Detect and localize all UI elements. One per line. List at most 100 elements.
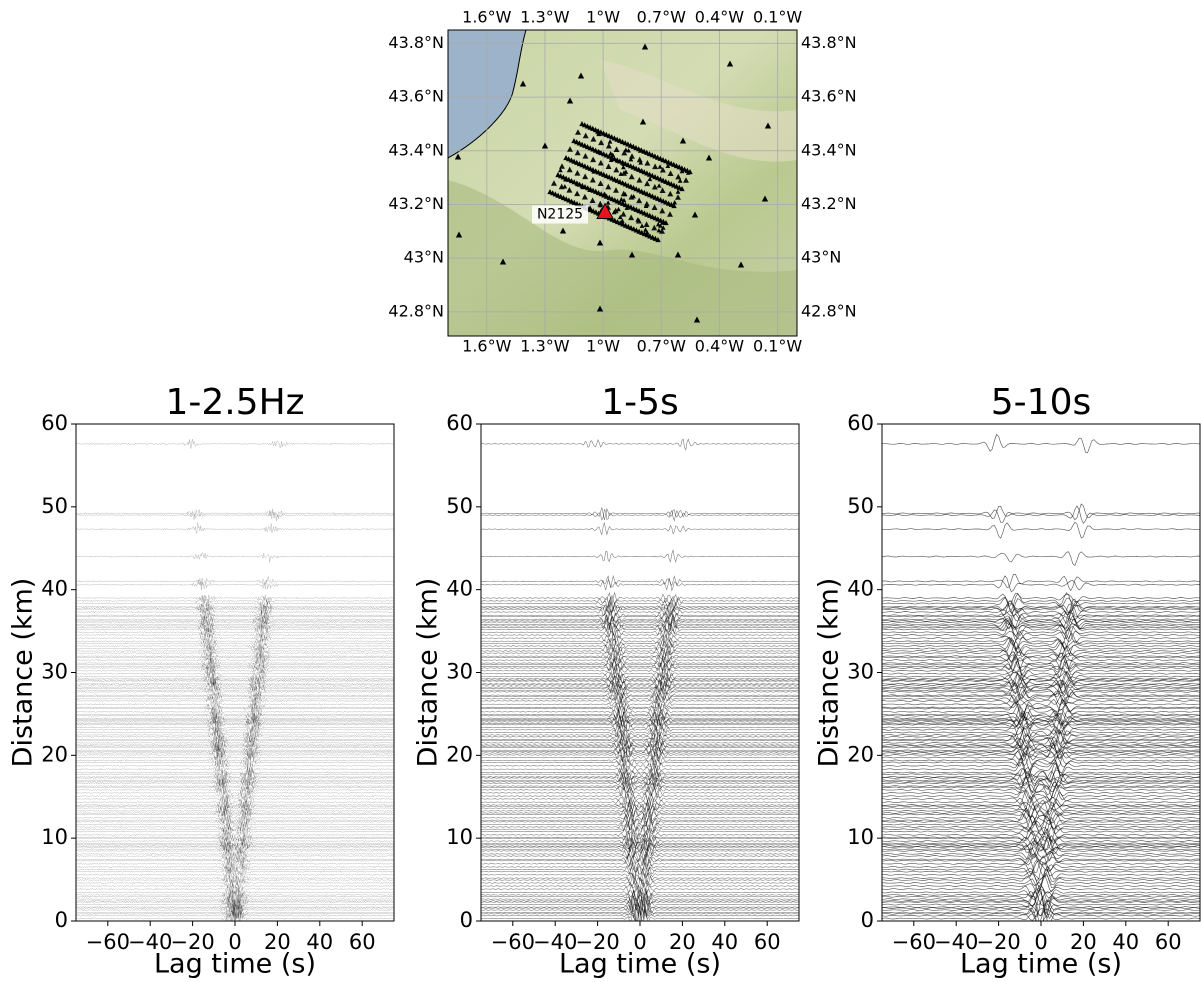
map-x-tick-label: 1.3°W	[520, 8, 569, 27]
source-station	[596, 202, 614, 220]
x-tick-label: −60	[491, 930, 535, 954]
trace	[481, 742, 799, 753]
trace	[882, 679, 1200, 700]
trace	[76, 844, 394, 855]
y-tick-label: 0	[861, 908, 874, 932]
trace	[882, 679, 1200, 697]
trace	[481, 890, 799, 911]
trace	[76, 685, 394, 697]
station	[659, 207, 666, 214]
trace	[481, 904, 799, 921]
trace	[882, 689, 1200, 704]
map-y-tick-label: 42.8°N	[388, 301, 444, 320]
station	[566, 187, 573, 193]
station	[589, 197, 596, 203]
trace	[882, 660, 1200, 678]
trace	[481, 888, 799, 902]
trace	[76, 748, 394, 760]
trace	[76, 805, 394, 817]
map-x-tick-label: 1.3°W	[520, 337, 569, 356]
trace	[882, 703, 1200, 721]
station	[635, 217, 641, 222]
trace	[882, 861, 1200, 875]
trace	[882, 698, 1200, 711]
trace	[481, 613, 799, 627]
trace	[481, 688, 799, 702]
station	[610, 152, 616, 157]
trace	[882, 890, 1200, 915]
trace	[882, 803, 1200, 820]
x-tick-label: −60	[86, 930, 130, 954]
trace	[76, 745, 394, 756]
trace	[76, 552, 394, 563]
trace	[76, 679, 394, 689]
station	[651, 224, 658, 231]
station	[591, 169, 597, 174]
trace	[481, 759, 799, 773]
trace	[882, 603, 1200, 618]
trace	[882, 574, 1200, 592]
trace	[76, 628, 394, 641]
trace	[76, 894, 394, 912]
station	[580, 184, 585, 190]
trace	[76, 673, 394, 685]
trace	[882, 852, 1200, 866]
trace	[882, 825, 1200, 842]
trace	[481, 755, 799, 769]
trace	[481, 823, 799, 836]
station	[566, 166, 573, 173]
trace	[481, 619, 799, 633]
trace	[481, 739, 799, 753]
map-frame	[447, 29, 798, 337]
trace	[76, 884, 394, 894]
trace	[882, 816, 1200, 836]
trace	[882, 739, 1200, 752]
trace	[882, 735, 1200, 754]
trace	[481, 642, 799, 655]
station	[582, 132, 589, 139]
trace	[481, 640, 799, 653]
y-tick-label: 40	[41, 577, 68, 601]
x-tick-label: −20	[575, 930, 619, 954]
trace	[481, 813, 799, 828]
trace	[76, 796, 394, 809]
trace	[882, 774, 1200, 788]
trace	[882, 837, 1200, 854]
trace	[76, 654, 394, 665]
station	[587, 205, 593, 210]
map-y-tick-label: 43.8°N	[388, 33, 444, 52]
trace	[882, 743, 1200, 760]
trace	[882, 637, 1200, 651]
trace	[76, 439, 394, 450]
trace	[882, 758, 1200, 775]
trace	[882, 679, 1200, 689]
station	[644, 180, 651, 187]
trace	[481, 683, 799, 697]
station	[519, 80, 527, 87]
trace	[481, 697, 799, 711]
trace	[481, 879, 799, 893]
trace	[481, 709, 799, 722]
station	[563, 177, 568, 182]
map-y-tick-label: 43.2°N	[388, 194, 444, 213]
station	[705, 154, 713, 161]
station	[679, 186, 685, 192]
trace	[76, 738, 394, 748]
trace	[481, 765, 799, 780]
trace	[481, 577, 799, 592]
trace	[481, 685, 799, 699]
station	[660, 225, 666, 230]
trace	[481, 592, 799, 605]
trace	[481, 733, 799, 747]
trace	[481, 655, 799, 667]
station	[613, 146, 620, 152]
trace	[481, 777, 799, 790]
trace	[882, 663, 1200, 674]
trace	[882, 521, 1200, 539]
trace	[481, 775, 799, 789]
trace	[481, 799, 799, 814]
x-axis-label: Lag time (s)	[960, 949, 1122, 980]
station	[598, 139, 605, 146]
trace	[76, 867, 394, 877]
trace	[76, 836, 394, 846]
